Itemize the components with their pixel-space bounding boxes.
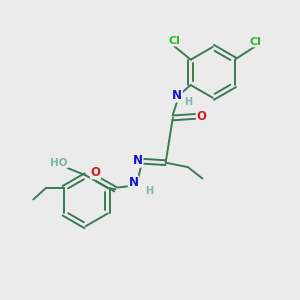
Text: O: O: [91, 166, 100, 179]
Text: HO: HO: [50, 158, 68, 168]
Text: N: N: [133, 154, 143, 167]
Text: H: H: [184, 97, 192, 107]
Text: Cl: Cl: [168, 36, 180, 46]
Text: N: N: [128, 176, 138, 189]
Text: H: H: [146, 186, 154, 196]
Text: Cl: Cl: [250, 37, 262, 47]
Text: N: N: [172, 89, 182, 102]
Text: O: O: [197, 110, 207, 123]
